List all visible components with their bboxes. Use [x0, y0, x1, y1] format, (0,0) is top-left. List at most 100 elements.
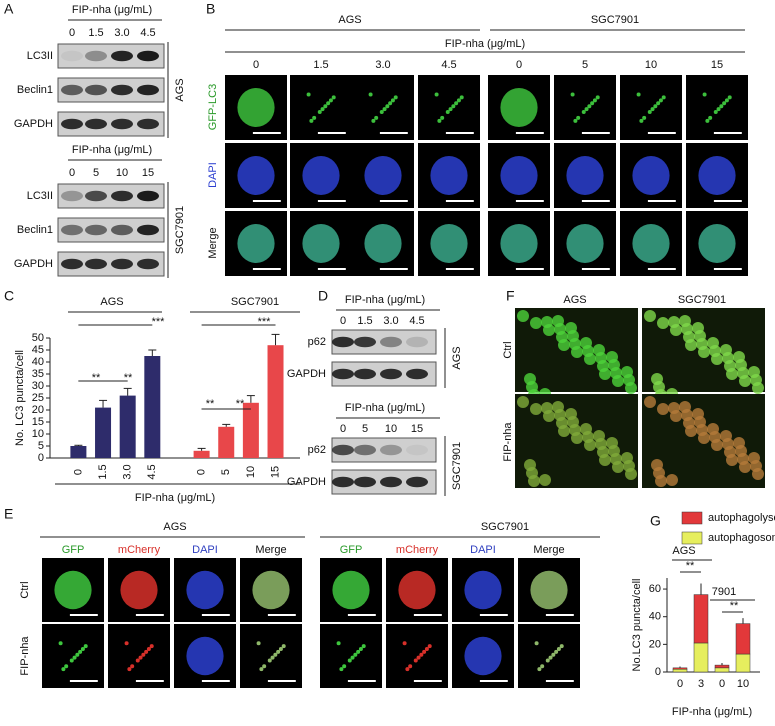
cell — [651, 459, 663, 471]
dose-label: 0 — [253, 59, 259, 71]
y-tick-label: 50 — [32, 332, 44, 344]
panel-letter: C — [4, 288, 14, 304]
dose-header: FIP-nha (μg/mL) — [345, 294, 425, 306]
puncta — [256, 641, 261, 646]
y-tick-label: 0 — [38, 452, 44, 464]
puncta — [636, 92, 641, 97]
puncta — [419, 652, 424, 657]
band — [332, 368, 354, 380]
cell — [644, 396, 656, 408]
band — [406, 476, 428, 488]
cell — [530, 317, 542, 329]
puncta — [342, 664, 347, 669]
cell — [698, 156, 736, 195]
channel-label: Merge — [255, 544, 286, 556]
panel-letter: F — [506, 288, 515, 304]
cell — [720, 344, 732, 356]
dose-label: 0 — [69, 27, 75, 39]
band — [85, 50, 107, 62]
cell — [621, 366, 633, 378]
band — [137, 118, 159, 130]
puncta — [368, 92, 373, 97]
puncta — [573, 118, 578, 123]
dose-header: FIP-nha (μg/mL) — [345, 402, 425, 414]
y-axis-label: No.LC3 puncta/cell — [631, 579, 643, 672]
band — [111, 84, 133, 96]
x-tick-label: 0 — [196, 469, 208, 475]
puncta — [83, 644, 88, 649]
group-label: 7901 — [712, 586, 736, 598]
dose-label: 4.5 — [140, 27, 155, 39]
cell-line-label: SGC7901 — [451, 442, 463, 490]
band — [137, 224, 159, 236]
band — [354, 368, 376, 380]
cell — [621, 452, 633, 464]
cell — [552, 401, 564, 413]
cell — [500, 156, 538, 195]
puncta — [702, 92, 707, 97]
band — [61, 118, 83, 130]
y-tick-label: 20 — [32, 404, 44, 416]
micrograph — [240, 624, 302, 688]
dose-label: 1.5 — [313, 59, 328, 71]
dose-label: 1.5 — [88, 27, 103, 39]
x-tick-label: 0 — [72, 469, 84, 475]
puncta — [724, 98, 729, 103]
band — [111, 224, 133, 236]
puncta — [459, 95, 464, 100]
cell — [430, 224, 468, 263]
row-label: GAPDH — [14, 118, 53, 130]
x-tick-label: 0 — [677, 678, 683, 690]
cell — [252, 570, 290, 610]
puncta — [713, 110, 718, 115]
band — [85, 258, 107, 270]
puncta — [331, 95, 336, 100]
cell — [679, 401, 691, 413]
band — [380, 368, 402, 380]
cell — [530, 403, 542, 415]
panel-letter: A — [4, 1, 14, 17]
puncta — [127, 667, 132, 672]
puncta — [356, 649, 361, 654]
significance: *** — [258, 316, 272, 328]
group-label: AGS — [100, 296, 123, 308]
cell — [464, 636, 502, 676]
puncta — [347, 658, 352, 663]
puncta — [595, 95, 600, 100]
dose-label: 5 — [93, 167, 99, 179]
row-label: Beclin1 — [17, 224, 53, 236]
puncta — [72, 655, 77, 660]
dose-label: 1.5 — [357, 315, 372, 327]
puncta — [719, 104, 724, 109]
puncta — [647, 110, 652, 115]
puncta — [58, 641, 63, 646]
puncta — [124, 641, 129, 646]
row-label: FIP-nha — [19, 636, 31, 676]
cell — [186, 636, 224, 676]
y-tick-label: 40 — [649, 611, 661, 623]
micrograph — [108, 624, 170, 688]
puncta — [534, 641, 539, 646]
cell — [593, 430, 605, 442]
cell-line-label: SGC7901 — [591, 14, 639, 26]
puncta — [309, 118, 314, 123]
cell — [644, 310, 656, 322]
puncta — [587, 104, 592, 109]
row-label: DAPI — [207, 162, 219, 188]
band — [354, 336, 376, 348]
puncta — [554, 649, 559, 654]
cell — [364, 156, 402, 195]
cell-line-label: AGS — [338, 14, 361, 26]
band — [137, 84, 159, 96]
cell — [430, 156, 468, 195]
row-label: Beclin1 — [17, 84, 53, 96]
puncta — [328, 98, 333, 103]
row-label: GAPDH — [287, 368, 326, 380]
cell — [566, 156, 604, 195]
cell — [668, 402, 680, 414]
bar-segment — [693, 642, 709, 673]
puncta — [405, 667, 410, 672]
cell — [692, 322, 704, 334]
panel-letter: G — [650, 513, 661, 529]
puncta — [78, 649, 83, 654]
